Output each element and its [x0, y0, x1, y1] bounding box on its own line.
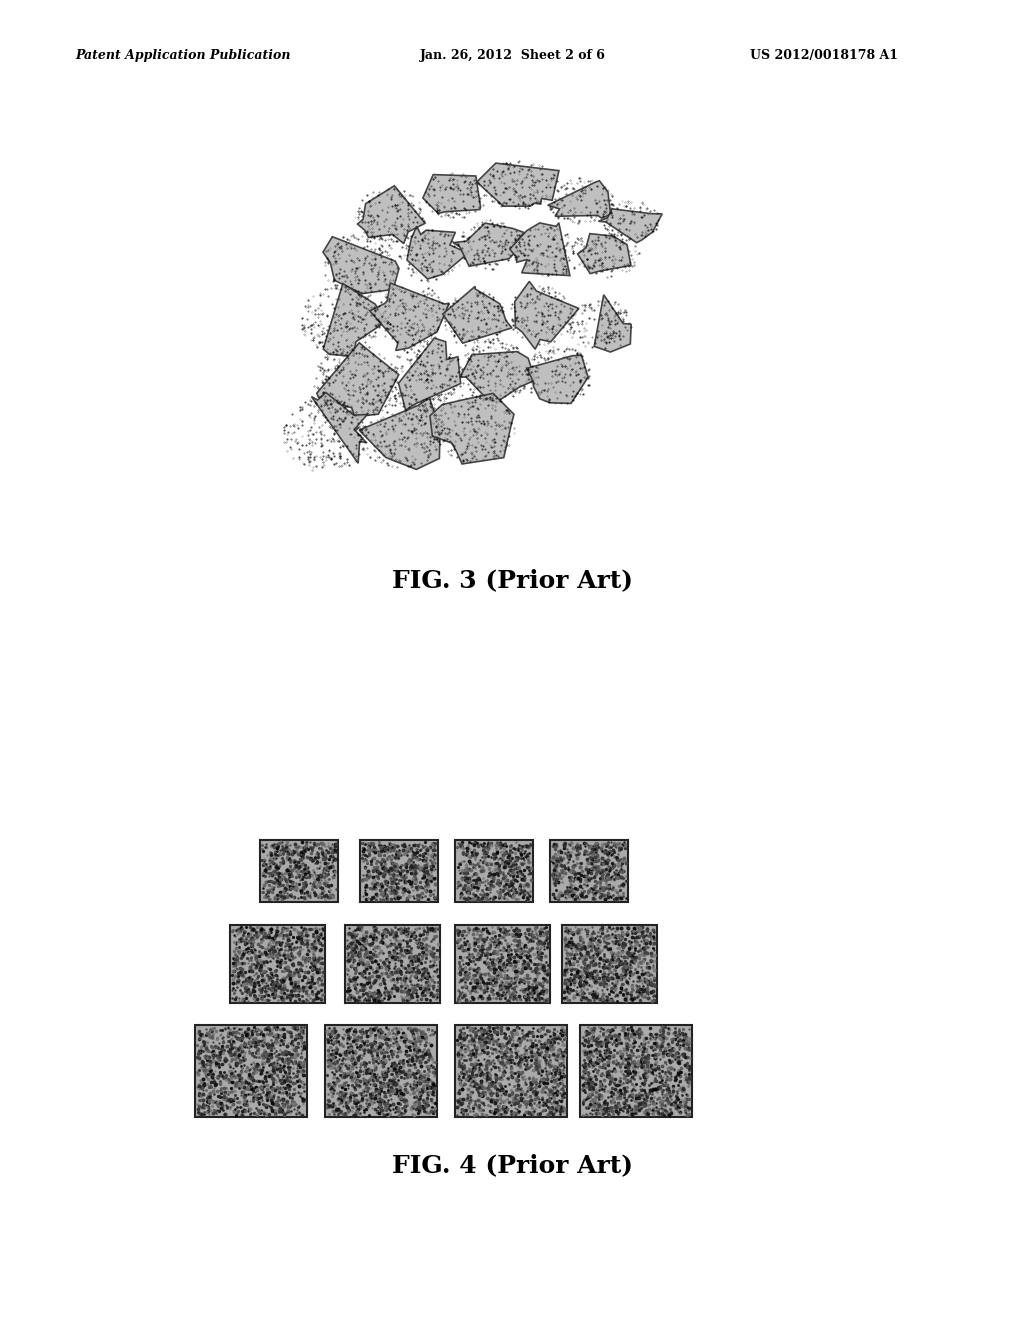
Polygon shape	[316, 343, 398, 417]
FancyBboxPatch shape	[345, 925, 440, 1003]
Polygon shape	[407, 226, 467, 279]
Polygon shape	[598, 209, 663, 243]
Text: Patent Application Publication: Patent Application Publication	[75, 49, 291, 62]
Polygon shape	[324, 284, 383, 356]
FancyBboxPatch shape	[580, 1026, 692, 1117]
FancyBboxPatch shape	[562, 925, 657, 1003]
FancyBboxPatch shape	[195, 1026, 307, 1117]
Polygon shape	[527, 355, 588, 404]
FancyBboxPatch shape	[325, 1026, 437, 1117]
Polygon shape	[442, 286, 512, 343]
Polygon shape	[323, 236, 399, 293]
FancyBboxPatch shape	[550, 840, 628, 902]
Polygon shape	[460, 351, 536, 401]
Text: Jan. 26, 2012  Sheet 2 of 6: Jan. 26, 2012 Sheet 2 of 6	[420, 49, 606, 62]
FancyBboxPatch shape	[230, 925, 325, 1003]
Text: US 2012/0018178 A1: US 2012/0018178 A1	[750, 49, 898, 62]
FancyBboxPatch shape	[455, 925, 550, 1003]
Polygon shape	[311, 392, 368, 463]
Polygon shape	[477, 164, 559, 206]
Polygon shape	[510, 223, 570, 276]
Text: FIG. 4 (Prior Art): FIG. 4 (Prior Art)	[391, 1152, 633, 1177]
Polygon shape	[423, 174, 480, 214]
FancyBboxPatch shape	[260, 840, 338, 902]
Polygon shape	[359, 399, 440, 470]
Polygon shape	[357, 186, 425, 244]
FancyBboxPatch shape	[360, 840, 438, 902]
Polygon shape	[398, 338, 461, 411]
Polygon shape	[430, 393, 514, 465]
Polygon shape	[594, 294, 631, 352]
FancyBboxPatch shape	[455, 840, 534, 902]
Polygon shape	[548, 181, 610, 218]
Polygon shape	[515, 281, 579, 350]
Polygon shape	[578, 234, 631, 273]
Text: FIG. 3 (Prior Art): FIG. 3 (Prior Art)	[391, 568, 633, 591]
Polygon shape	[370, 282, 450, 351]
FancyBboxPatch shape	[455, 1026, 567, 1117]
Polygon shape	[453, 223, 524, 267]
